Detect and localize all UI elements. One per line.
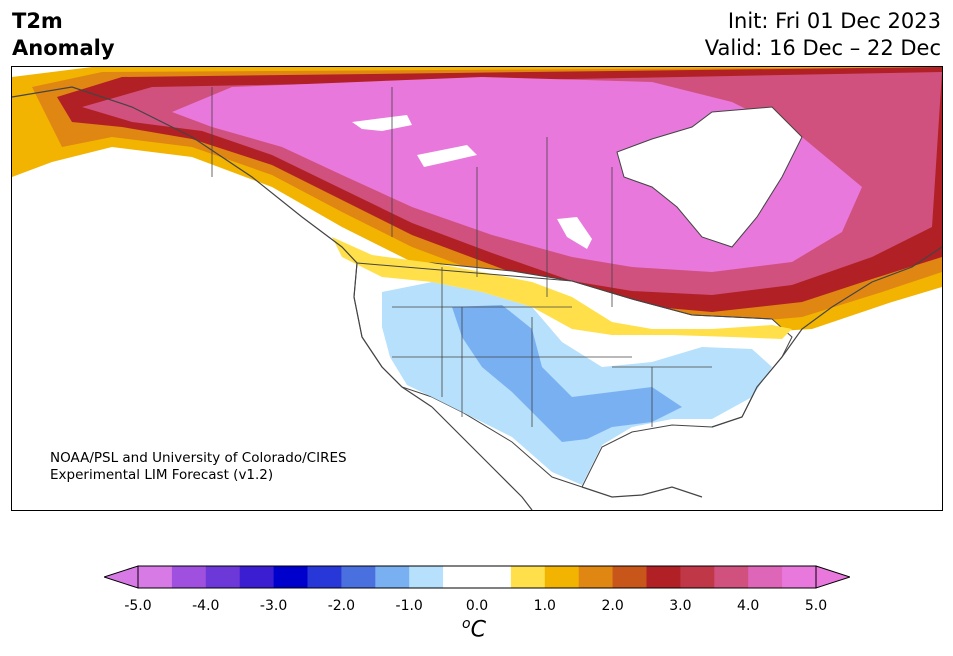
title-line-2: Anomaly xyxy=(12,36,115,60)
cool-medium xyxy=(452,305,682,442)
colorbar-ticks: -5.0 -4.0 -3.0 -2.0 -1.0 0.0 1.0 2.0 3.0 4.0 5.0 xyxy=(0,598,953,618)
colorbar-tick-label: 4.0 xyxy=(737,598,760,614)
lake-2 xyxy=(417,145,477,167)
mexico-coast xyxy=(431,406,703,510)
credit-text: NOAA/PSL and University of Colorado/CIRE… xyxy=(50,450,347,484)
forecast-dates: Init: Fri 01 Dec 2023 Valid: 16 Dec – 22… xyxy=(705,8,941,62)
colorbar-bin xyxy=(138,566,173,588)
colorbar-tick-label: -4.0 xyxy=(192,598,220,614)
credit-line-2: Experimental LIM Forecast (v1.2) xyxy=(50,467,274,483)
colorbar-extend-low xyxy=(104,565,139,589)
coastline-west xyxy=(12,86,433,408)
colorbar-bin xyxy=(273,566,308,588)
valid-period: Valid: 16 Dec – 22 Dec xyxy=(704,36,941,60)
colorbar-bin xyxy=(205,566,241,588)
colorbar-tick-label: 3.0 xyxy=(669,598,692,614)
colorbar-bin xyxy=(510,566,546,588)
colorbar-tick-label: 2.0 xyxy=(601,598,624,614)
colorbar-tick-label: -1.0 xyxy=(395,598,423,614)
colorbar-tick-label: 5.0 xyxy=(804,598,828,614)
colorbar-bin xyxy=(578,566,614,588)
colorbar-unit: oC xyxy=(462,616,486,642)
colorbar-extend-high xyxy=(815,565,850,589)
colorbar-tick-label: 1.0 xyxy=(533,598,556,614)
colorbar-bin xyxy=(544,566,580,588)
colorbar-tick-label: -3.0 xyxy=(259,598,288,614)
colorbar xyxy=(104,565,850,589)
anomaly-map: NOAA/PSL and University of Colorado/CIRE… xyxy=(11,66,943,511)
us-canada-border xyxy=(356,262,773,320)
colorbar-frame xyxy=(137,565,817,589)
colorbar-bin xyxy=(612,566,647,588)
colorbar-bin xyxy=(477,566,512,588)
colorbar-bin xyxy=(307,566,342,588)
lake-1 xyxy=(352,115,412,131)
colorbar-bin xyxy=(782,566,817,588)
west-coast-yellow xyxy=(332,237,792,339)
colorbar-bin xyxy=(409,566,444,588)
map-title: T2m Anomaly xyxy=(12,8,115,62)
colorbar-bin xyxy=(239,566,275,588)
colorbar-bin xyxy=(748,566,783,588)
credit-line-1: NOAA/PSL and University of Colorado/CIRE… xyxy=(50,450,347,466)
title-line-1: T2m xyxy=(12,9,63,33)
colorbar-bin xyxy=(714,566,749,588)
colorbar-tick-label: -2.0 xyxy=(327,598,356,614)
colorbar-bin xyxy=(171,566,207,588)
coastline-east xyxy=(711,246,942,428)
colorbar-bin xyxy=(680,566,715,588)
colorbar-bin xyxy=(443,566,478,588)
map-canvas xyxy=(12,67,942,510)
state-province-lines xyxy=(211,87,712,427)
unit-superscript: o xyxy=(462,616,471,632)
colorbar-bin xyxy=(341,566,376,588)
unit-base: C xyxy=(470,617,486,643)
colorbar-tick-label: -5.0 xyxy=(124,598,152,614)
colorbar-tick-label: 0.0 xyxy=(465,598,489,614)
init-date: Init: Fri 01 Dec 2023 xyxy=(727,9,941,33)
colorbar-bin xyxy=(375,566,410,588)
lake-3 xyxy=(557,217,592,249)
hudson-bay xyxy=(616,106,803,248)
colorbar-bin xyxy=(646,566,681,588)
warm-core-magenta xyxy=(172,77,862,272)
